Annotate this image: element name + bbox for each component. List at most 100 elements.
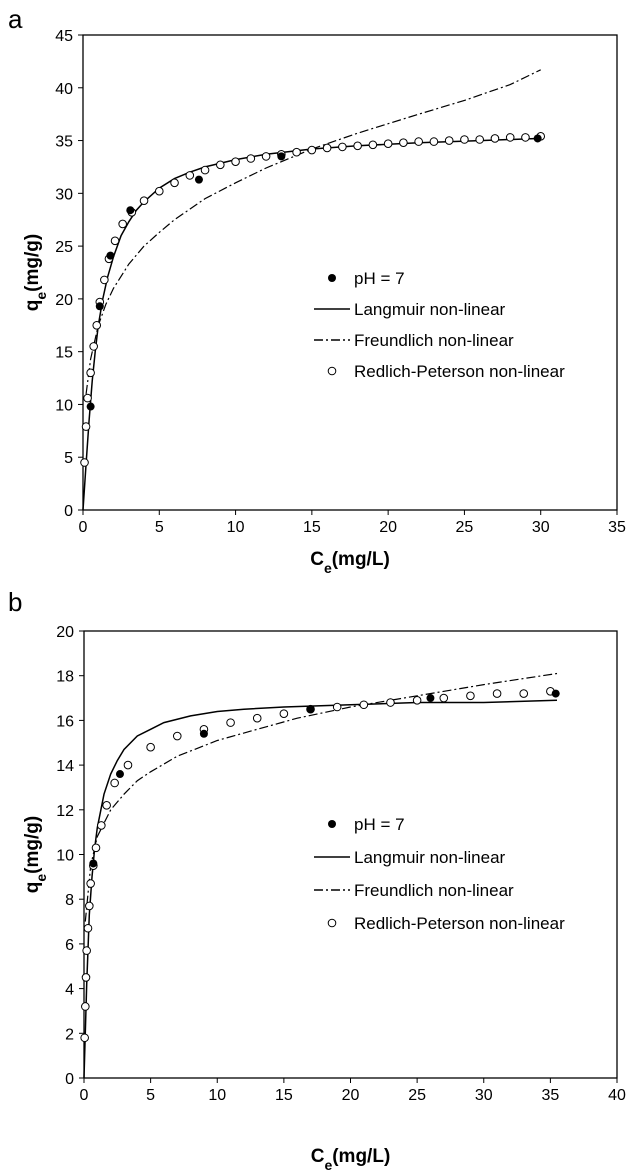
data-point-ph7 (199, 729, 208, 738)
redlich-peterson-point (505, 133, 515, 142)
redlich-peterson-point (460, 135, 469, 144)
legend-label: Redlich-Peterson non-linear (354, 362, 565, 381)
legend-symbol-redlich-peterson (327, 366, 337, 376)
y-tick-label: 0 (65, 1071, 74, 1088)
redlich-peterson-point (80, 1033, 89, 1043)
redlich-peterson-point (353, 141, 362, 151)
x-tick-label: 5 (146, 1087, 155, 1104)
y-tick-label: 16 (56, 713, 74, 730)
redlich-peterson-point (100, 275, 109, 285)
data-point-ph7 (89, 859, 98, 868)
redlich-peterson-point (83, 393, 92, 403)
legend-label: Langmuir non-linear (354, 848, 506, 867)
chart-panel-a: a 0 5 10 15 20 25 30 35 0 5 10 15 20 25 30 35 40 45 Ce(mg/L… (8, 4, 626, 576)
x-tick-label: 20 (342, 1087, 360, 1104)
redlich-peterson-point (307, 145, 317, 155)
y-tick-label: 2 (65, 1026, 74, 1043)
redlich-peterson-point (118, 219, 127, 229)
redlich-peterson-point (490, 134, 500, 143)
y-tick-label: 6 (65, 937, 74, 954)
redlich-peterson-point (322, 143, 332, 153)
y-tick-label: 30 (55, 186, 73, 203)
redlich-peterson-point (81, 973, 91, 982)
redlich-peterson-point (154, 186, 164, 196)
chart-panel-b: b 0 5 10 15 20 25 30 35 40 0 2 4 6 8 10 12 14 16 18 20 Ce(mg/… (8, 587, 626, 1171)
x-tick-label: 0 (79, 519, 88, 536)
redlich-peterson-point (80, 458, 89, 467)
redlich-peterson-point (110, 778, 119, 788)
data-point-ph7 (194, 175, 203, 184)
redlich-peterson-point (383, 139, 393, 149)
plot-frame (83, 630, 618, 1079)
y-axis-title: qe(mg/g) (22, 816, 49, 893)
y-tick-label: 10 (55, 397, 73, 414)
redlich-peterson-point (439, 693, 449, 703)
redlich-peterson-point (82, 946, 91, 955)
redlich-peterson-point (338, 142, 347, 152)
y-tick-label: 45 (55, 28, 73, 45)
redlich-peterson-point (521, 133, 530, 142)
redlich-peterson-point (492, 689, 502, 698)
redlich-peterson-point (92, 320, 102, 330)
y-tick-label: 14 (56, 758, 74, 775)
legend-label: pH = 7 (354, 269, 405, 288)
x-tick-label: 20 (379, 519, 397, 536)
x-tick-label: 5 (155, 519, 164, 536)
redlich-peterson-point (519, 689, 529, 698)
redlich-peterson-point (89, 342, 98, 351)
data-point-ph7 (426, 694, 435, 703)
redlich-peterson-point (81, 422, 91, 431)
legend-label: Langmuir non-linear (354, 300, 506, 319)
y-tick-label: 25 (55, 239, 73, 256)
redlich-peterson-point (216, 160, 225, 170)
y-axis-title: qe(mg/g) (22, 234, 49, 311)
redlich-peterson-point (86, 879, 95, 888)
redlich-peterson-point (200, 165, 210, 175)
x-tick-label: 10 (208, 1087, 226, 1104)
plot-frame (82, 34, 618, 511)
y-tick-label: 35 (55, 134, 73, 151)
redlich-peterson-point (359, 700, 369, 710)
x-tick-label: 10 (227, 519, 245, 536)
redlich-peterson-point (185, 171, 195, 180)
redlich-peterson-point (226, 718, 235, 727)
x-tick-label: 15 (303, 519, 321, 536)
redlich-peterson-point (83, 923, 93, 933)
redlich-peterson-point (123, 760, 133, 770)
redlich-peterson-point (475, 135, 484, 144)
redlich-peterson-point (146, 742, 155, 752)
x-tick-label: 35 (608, 519, 626, 536)
redlich-peterson-point (261, 152, 271, 161)
redlich-peterson-point (81, 1002, 90, 1011)
redlich-peterson-point (170, 178, 179, 188)
y-tick-label: 12 (56, 803, 74, 820)
redlich-peterson-point (252, 713, 262, 723)
redlich-peterson-point (172, 731, 182, 741)
legend-label: pH = 7 (354, 815, 405, 834)
data-point-ph7 (533, 134, 542, 143)
legend-symbol-ph7 (328, 820, 336, 828)
redlich-peterson-point (139, 196, 149, 206)
redlich-peterson-point (246, 154, 256, 163)
redlich-peterson-point (444, 136, 454, 145)
redlich-peterson-point (91, 843, 101, 853)
legend-label: Freundlich non-linear (354, 881, 514, 900)
y-tick-label: 18 (56, 669, 74, 686)
y-tick-label: 40 (55, 81, 73, 98)
y-tick-label: 0 (64, 503, 73, 520)
legend-symbol-ph7 (328, 274, 336, 282)
y-tick-label: 15 (55, 345, 73, 362)
x-tick-label: 30 (475, 1087, 493, 1104)
freundlich-curve (84, 672, 558, 922)
y-tick-label: 4 (65, 982, 74, 999)
y-tick-label: 8 (65, 892, 74, 909)
legend-label: Redlich-Peterson non-linear (354, 914, 565, 933)
redlich-peterson-point (332, 702, 342, 712)
x-tick-label: 40 (608, 1087, 626, 1104)
x-tick-label: 30 (532, 519, 550, 536)
data-point-ph7 (126, 206, 135, 215)
legend-symbol-redlich-peterson (327, 918, 337, 928)
redlich-peterson-point (102, 801, 111, 810)
y-tick-label: 20 (56, 624, 74, 641)
freundlich-curve (85, 69, 541, 394)
